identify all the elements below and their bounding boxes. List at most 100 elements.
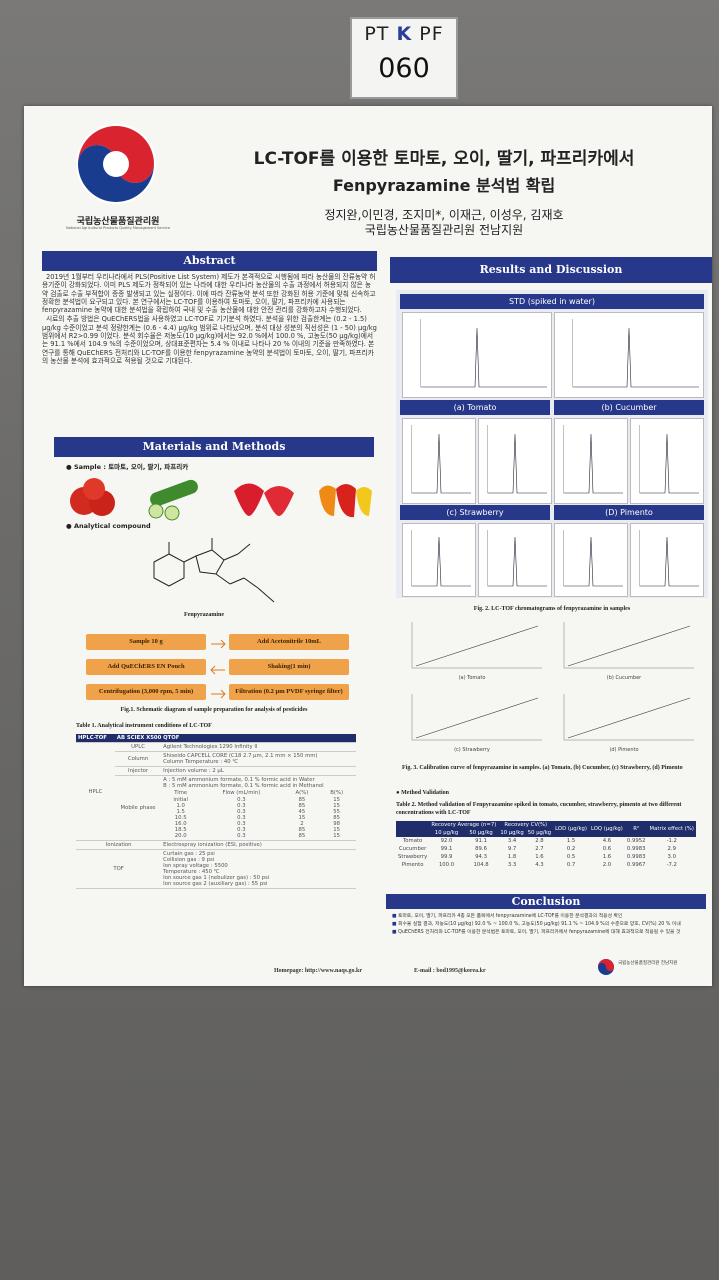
table2-cell: Strawberry <box>398 854 428 860</box>
sample-images <box>70 478 372 521</box>
org-name-en: National Agricultural Products Quality M… <box>65 226 171 230</box>
bullet: ■ <box>392 930 399 935</box>
chromatogram-plot <box>563 530 623 587</box>
table2-cell: 104.8 <box>473 862 489 868</box>
sign-right: PF <box>419 23 444 45</box>
gradient-cell: 0.3 <box>237 809 246 815</box>
logo <box>76 124 156 204</box>
chromatogram-trace <box>487 536 547 587</box>
table1-content: Agilent Technologies 1290 Infinity II <box>161 742 356 752</box>
table2-cell: 2.0 <box>602 862 612 868</box>
gradient-cell: 10.5 <box>174 815 187 821</box>
bullet: ■ <box>392 914 399 919</box>
table2: Recovery Average (n=7) Recovery CV(%) LOD … <box>396 821 696 869</box>
gradient-cell: 85 <box>298 833 306 839</box>
chromatogram-area: STD (spiked in water) (a) Tomato (b) Cucum… <box>396 290 708 598</box>
calibration-label: (a) Tomato <box>458 675 486 681</box>
calibration-label: (c) Strawberry <box>454 747 490 753</box>
bond <box>243 577 259 589</box>
calibration-plot <box>550 618 698 674</box>
panel-band: (c) Strawberry <box>400 505 550 520</box>
arrow <box>210 665 225 675</box>
table2-cell: 0.9952 <box>626 838 646 844</box>
step-arrows <box>210 639 226 699</box>
panel-band: STD (spiked in water) <box>400 294 704 309</box>
strawberry <box>264 486 294 516</box>
gradient-cell: 55 <box>333 809 340 815</box>
gradient-cell: 15 <box>333 803 340 809</box>
fig3-caption: Fig. 3. Calibration curve of fenpyrazami… <box>402 765 683 771</box>
table2-subhead: 10 μg/kg 50 μg/kg 10 μg/kg 50 μg/kg <box>396 829 696 837</box>
bond <box>215 573 231 585</box>
table2-head-cell: Recovery CV(%) <box>498 821 554 829</box>
table1-content: A : 5 mM ammonium formate, 0.1 % formic … <box>161 775 356 841</box>
fig2-caption: Fig. 2. LC-TOF chromatograms of fenpyraz… <box>473 606 631 612</box>
table2-cell: 91.1 <box>475 838 487 844</box>
table2-caption: Table 2. Method validation of Fenpyrazam… <box>396 802 682 816</box>
table1-line: Electrospray ionization (ESI, positive) <box>163 842 262 848</box>
step-box: Sample 10 g <box>86 634 206 650</box>
sign-left: PT <box>364 23 390 45</box>
chromatogram-plot <box>563 425 623 494</box>
sign-code: PT K PF <box>352 23 456 45</box>
chromatogram <box>630 523 704 597</box>
chromatogram-plot <box>411 425 471 494</box>
table1-content: Curtain gas : 25 psi Collision gas : 9 ps… <box>161 849 356 889</box>
bond <box>237 543 251 555</box>
calibration-fit <box>415 697 539 739</box>
gradient-head: Time Flow (mL/min) A(%) B(%) <box>163 789 354 797</box>
chromatogram-trace <box>411 434 471 494</box>
gradient-row: initial 0.3 85 15 <box>163 797 354 803</box>
gradient-cell: 85 <box>298 803 306 809</box>
step-box: Add Acetonitrile 10mL <box>229 634 349 650</box>
gradient-cell: 0.3 <box>237 815 246 821</box>
cucumber-slice <box>164 505 180 521</box>
gradient-cell: 0.3 <box>237 803 246 809</box>
gradient-row: 20.0 0.3 85 15 <box>163 833 354 839</box>
table1-label: UPLC <box>114 742 162 752</box>
gradient-cell: 15 <box>298 815 306 821</box>
calibration-plot <box>398 618 546 674</box>
gradient-cell: 15 <box>333 833 340 839</box>
homepage: Homepage: http://www.naqs.go.kr <box>274 968 363 974</box>
chromatogram-trace <box>639 536 699 587</box>
abstract-paragraph: 2019년 1월부터 우리나라에서 PLS(Positive List Syst… <box>42 273 376 315</box>
table1-line: Ion spray voltage : 5500 <box>163 863 228 869</box>
calibration-fit <box>567 697 691 739</box>
compound-name: Fenpyrazamine <box>184 612 224 618</box>
gradient-cell: 98 <box>333 821 340 827</box>
table1-content: Shiseido CAPCELL CORE (C18 2.7 μm, 2.1 m… <box>161 751 356 767</box>
gradient-cell: 1.5 <box>176 809 185 815</box>
gradient-cell: 0.3 <box>237 827 246 833</box>
gradient-cell: 20.0 <box>174 833 187 839</box>
chromatogram-trace <box>420 328 547 388</box>
gradient-cell: initial <box>173 797 188 803</box>
table2-cell: 3.0 <box>667 854 676 860</box>
calibration-svg <box>563 622 694 669</box>
abstract-heading: Abstract <box>42 251 377 271</box>
table2-cell: 92.0 <box>440 838 453 844</box>
table1-head-cell: AB SCIEX X500 QTOF <box>114 734 356 743</box>
table1-label: TOF <box>76 849 162 889</box>
table2-cell: 100.0 <box>438 862 455 868</box>
gradient-cell: 0.3 <box>237 833 246 839</box>
logo-center <box>103 151 129 177</box>
conclusion-item: ■ 회수율 실험 결과, 저농도(10 μg/kg) 92.0 % ~ 100.… <box>392 921 704 929</box>
gradient-cell: 2 <box>300 821 304 827</box>
structure <box>153 538 275 603</box>
chromatogram <box>478 523 552 597</box>
sign-logo: K <box>396 23 413 45</box>
methods-heading: Materials and Methods <box>54 437 374 457</box>
compound-text: Analytical compound <box>73 522 151 530</box>
pimento <box>356 487 372 516</box>
calibration-svg <box>411 622 542 669</box>
chromatogram-trace <box>411 536 471 587</box>
step-box: Centrifugation (3,000 rpm, 5 min) <box>86 684 206 700</box>
strawberry <box>234 483 264 516</box>
calibration-fit <box>415 625 539 667</box>
gradient-row: 1.5 0.3 45 55 <box>163 809 354 815</box>
table1-row: Column Shiseido CAPCELL CORE (C18 2.7 μm,… <box>76 751 356 767</box>
abstract-text: 2019년 1월부터 우리나라에서 PLS(Positive List Syst… <box>42 273 377 433</box>
chromatogram-plot <box>487 530 547 587</box>
table2-row: Pimento 100.0 104.8 3.3 4.3 0.7 2.0 0.9967 -7.2 <box>396 861 696 869</box>
